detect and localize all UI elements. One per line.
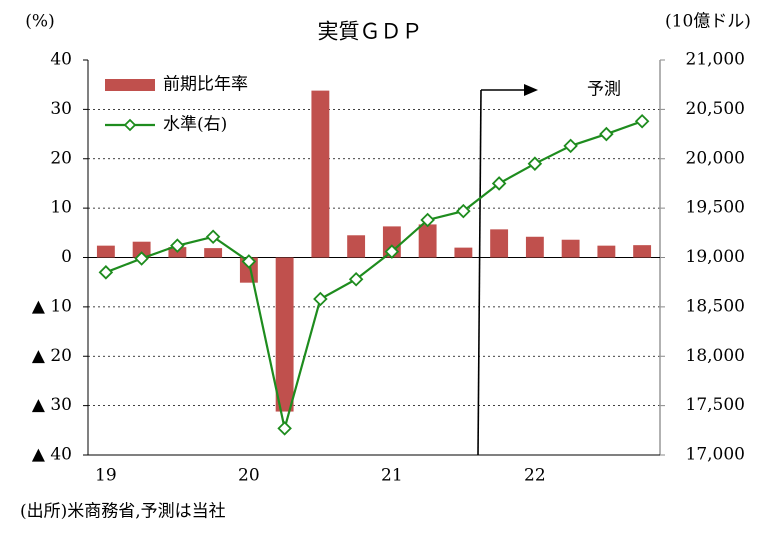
line-marker xyxy=(205,229,221,245)
line-marker xyxy=(527,156,543,171)
bar xyxy=(454,247,473,258)
bar xyxy=(275,257,294,412)
y-tick-label: ▲ 40 xyxy=(32,445,72,465)
y-tick-label: 30 xyxy=(50,99,72,119)
bar xyxy=(204,248,223,258)
bar xyxy=(597,245,616,258)
plot-area: 40 30 20 10 0 ▲ 10 ▲ 20 ▲ 30 ▲ 40 21,000 20,500 20,… xyxy=(32,50,745,486)
y-tick-label: ▲ 30 xyxy=(32,395,72,415)
bar xyxy=(132,241,151,258)
bar xyxy=(311,90,330,258)
line-marker xyxy=(277,421,292,436)
y2-tick-label: 19,500 xyxy=(686,198,745,218)
x-tick-label: 20 xyxy=(238,466,260,486)
line-marker xyxy=(456,203,471,219)
forecast-label: 予測 xyxy=(587,80,621,100)
legend-marker xyxy=(123,118,137,132)
bar xyxy=(525,236,544,258)
line-marker xyxy=(348,271,364,287)
line-marker xyxy=(634,113,650,129)
line-marker xyxy=(241,254,257,269)
x-tick-label: 22 xyxy=(524,466,546,486)
bar xyxy=(561,239,580,258)
line-marker xyxy=(98,265,114,280)
bar xyxy=(633,245,652,258)
bar xyxy=(418,224,437,258)
y2-tick-label: 20,500 xyxy=(686,99,745,119)
y2-tick-label: 17,000 xyxy=(686,445,745,465)
y2-tick-label: 19,000 xyxy=(686,247,745,267)
bar xyxy=(347,235,366,258)
legend-label: 水準(右) xyxy=(163,115,227,135)
line-marker xyxy=(134,251,149,266)
y2-tick-label: 20,000 xyxy=(686,148,745,168)
y2-tick-label: 18,500 xyxy=(686,296,745,316)
x-tick-label: 19 xyxy=(95,466,117,486)
y-tick-label: 0 xyxy=(61,247,72,267)
line-marker xyxy=(599,126,614,142)
y-tick-label: ▲ 10 xyxy=(32,296,72,316)
line-marker xyxy=(170,238,185,253)
line-marker xyxy=(420,212,435,228)
source: (出所)米商務省,予測は当社 xyxy=(20,502,226,522)
legend-swatch xyxy=(105,79,155,91)
y2-tick-label: 18,000 xyxy=(686,346,745,366)
x-tick-label: 21 xyxy=(381,466,403,486)
line-marker xyxy=(563,138,578,154)
line xyxy=(105,120,643,429)
forecast-line xyxy=(477,89,482,456)
line-marker xyxy=(491,176,507,191)
y2-tick-label: 17,500 xyxy=(686,395,745,415)
line-marker xyxy=(384,244,400,259)
bar xyxy=(96,245,115,258)
line-marker xyxy=(313,291,328,307)
y-tick-label: 10 xyxy=(50,198,72,218)
y2-tick-label: 21,000 xyxy=(686,50,745,70)
y-axis-label: (%) xyxy=(25,12,54,32)
y-tick-label: ▲ 20 xyxy=(32,346,72,366)
forecast-arrowhead xyxy=(524,84,538,96)
y-tick-label: 40 xyxy=(50,50,72,70)
bar xyxy=(490,229,509,258)
y2-axis-label: (10億ドル) xyxy=(665,12,751,32)
legend-label: 前期比年率 xyxy=(163,75,248,95)
y-tick-label: 20 xyxy=(50,148,72,168)
chart-title: 実質ＧＤＰ xyxy=(318,20,423,44)
